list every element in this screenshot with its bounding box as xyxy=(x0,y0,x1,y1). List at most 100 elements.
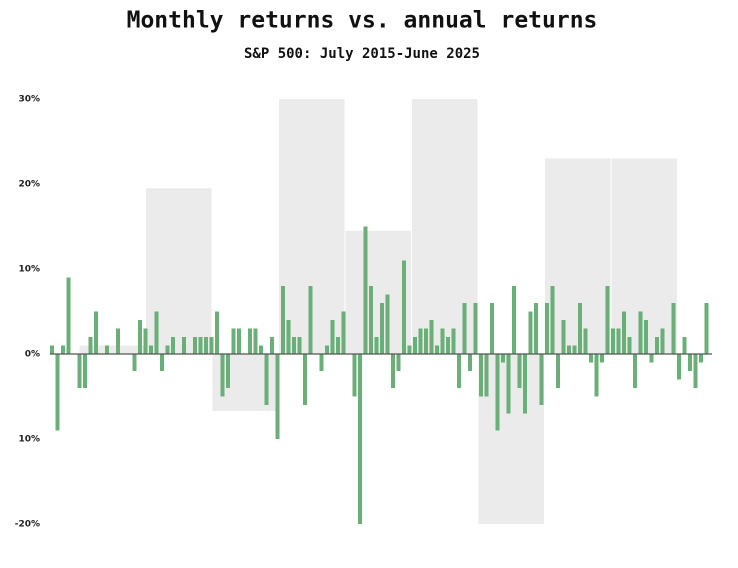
bar xyxy=(539,354,544,405)
bar xyxy=(583,328,588,354)
bar xyxy=(369,286,373,354)
bar xyxy=(385,294,390,354)
y-tick-label: 10% xyxy=(18,435,40,445)
bar xyxy=(248,328,252,354)
bar xyxy=(374,337,379,354)
bar xyxy=(649,354,654,363)
bar xyxy=(424,328,428,354)
bar xyxy=(429,320,434,354)
bar xyxy=(303,354,307,405)
annual-bar xyxy=(412,99,478,354)
bar xyxy=(83,354,87,388)
annual-bar xyxy=(545,158,611,354)
bar xyxy=(512,286,516,354)
bar xyxy=(589,354,593,363)
bar xyxy=(611,328,615,354)
bar xyxy=(594,354,599,397)
bar xyxy=(215,311,219,354)
bar xyxy=(308,286,313,354)
bar xyxy=(578,303,582,354)
bar xyxy=(165,345,170,354)
bar xyxy=(677,354,681,380)
bar xyxy=(231,328,236,354)
bar xyxy=(237,328,241,354)
bar xyxy=(297,337,302,354)
bar xyxy=(149,345,153,354)
bar xyxy=(600,354,604,363)
bar xyxy=(699,354,703,363)
bar xyxy=(55,354,60,431)
bar xyxy=(528,311,533,354)
bar xyxy=(446,337,450,354)
bar xyxy=(484,354,489,397)
bar xyxy=(264,354,269,405)
bar xyxy=(462,303,467,354)
bar xyxy=(94,311,98,354)
bar xyxy=(523,354,527,414)
bar xyxy=(226,354,230,388)
bar xyxy=(259,345,263,354)
annual-bar xyxy=(478,354,544,524)
bar xyxy=(292,337,296,354)
bar xyxy=(61,345,65,354)
bar xyxy=(556,354,560,388)
y-tick-label: -20% xyxy=(15,520,40,530)
bar xyxy=(435,345,439,354)
bar xyxy=(171,337,175,354)
chart-subtitle: S&P 500: July 2015-June 2025 xyxy=(244,46,480,62)
bar xyxy=(638,311,643,354)
bar xyxy=(88,337,93,354)
bar xyxy=(253,328,258,354)
bar xyxy=(682,337,687,354)
bar xyxy=(77,354,82,388)
bar xyxy=(105,345,109,354)
annual-bar xyxy=(345,230,411,354)
y-tick-label: 30% xyxy=(18,95,40,105)
bar xyxy=(605,286,610,354)
bar xyxy=(622,311,626,354)
bar xyxy=(413,337,417,354)
bar xyxy=(116,328,120,354)
bar xyxy=(143,328,148,354)
bar xyxy=(627,337,632,354)
bar xyxy=(688,354,692,371)
bar xyxy=(501,354,505,363)
bar xyxy=(616,328,621,354)
bar xyxy=(198,337,203,354)
bar xyxy=(204,337,208,354)
bar xyxy=(572,345,577,354)
bar xyxy=(66,277,71,354)
bar xyxy=(490,303,494,354)
bar xyxy=(341,311,346,354)
bar xyxy=(644,320,648,354)
bar xyxy=(495,354,500,431)
bar xyxy=(182,337,186,354)
bar xyxy=(132,354,137,371)
bar xyxy=(380,303,384,354)
bar xyxy=(451,328,456,354)
bar xyxy=(275,354,280,439)
bar xyxy=(567,345,571,354)
bar xyxy=(325,345,329,354)
bar xyxy=(671,303,676,354)
bar xyxy=(281,286,285,354)
bar xyxy=(363,226,368,354)
bar xyxy=(319,354,324,371)
bar xyxy=(270,337,274,354)
chart-title: Monthly returns vs. annual returns xyxy=(127,8,598,34)
bar xyxy=(473,303,478,354)
bar xyxy=(50,345,54,354)
bar xyxy=(286,320,291,354)
bar xyxy=(407,345,412,354)
bar xyxy=(468,354,472,371)
annual-bar xyxy=(79,345,145,354)
bar xyxy=(704,303,709,354)
bar xyxy=(138,320,142,354)
bar xyxy=(655,337,659,354)
bar xyxy=(330,320,335,354)
bar xyxy=(160,354,164,371)
bar xyxy=(550,286,555,354)
bar xyxy=(440,328,445,354)
bar xyxy=(396,354,401,371)
